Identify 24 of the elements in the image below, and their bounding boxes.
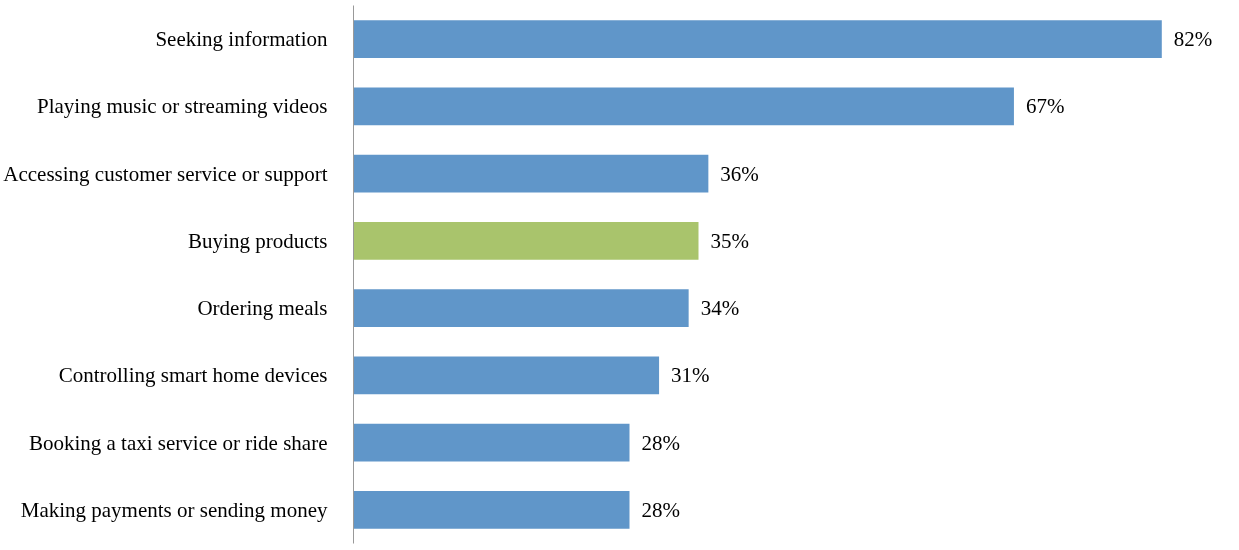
y-tick-label: Ordering meals [197,296,328,321]
y-tick-label: Making payments or sending money [20,497,328,522]
bar [353,423,630,462]
data-label: 34% [700,296,740,321]
data-label: 36% [720,161,759,186]
data-label: 82% [1173,27,1213,52]
data-label: 31% [671,363,710,388]
y-tick-label: Accessing customer service or support [3,161,328,186]
data-label: 35% [710,228,749,253]
data-label: 28% [641,497,680,522]
data-label: 67% [1025,94,1065,119]
bar [353,222,699,260]
bar [353,289,689,327]
bar [353,87,1014,126]
bar [353,356,660,395]
y-tick-label: Booking a taxi service or ride share [28,430,328,455]
bar [353,154,709,193]
y-tick-label: Buying products [188,228,328,253]
y-tick-label: Playing music or streaming videos [37,94,328,119]
bar [353,491,630,529]
data-label: 28% [641,430,680,455]
bar [353,20,1162,58]
y-tick-label: Seeking information [155,27,328,52]
y-tick-label: Controlling smart home devices [58,363,328,388]
